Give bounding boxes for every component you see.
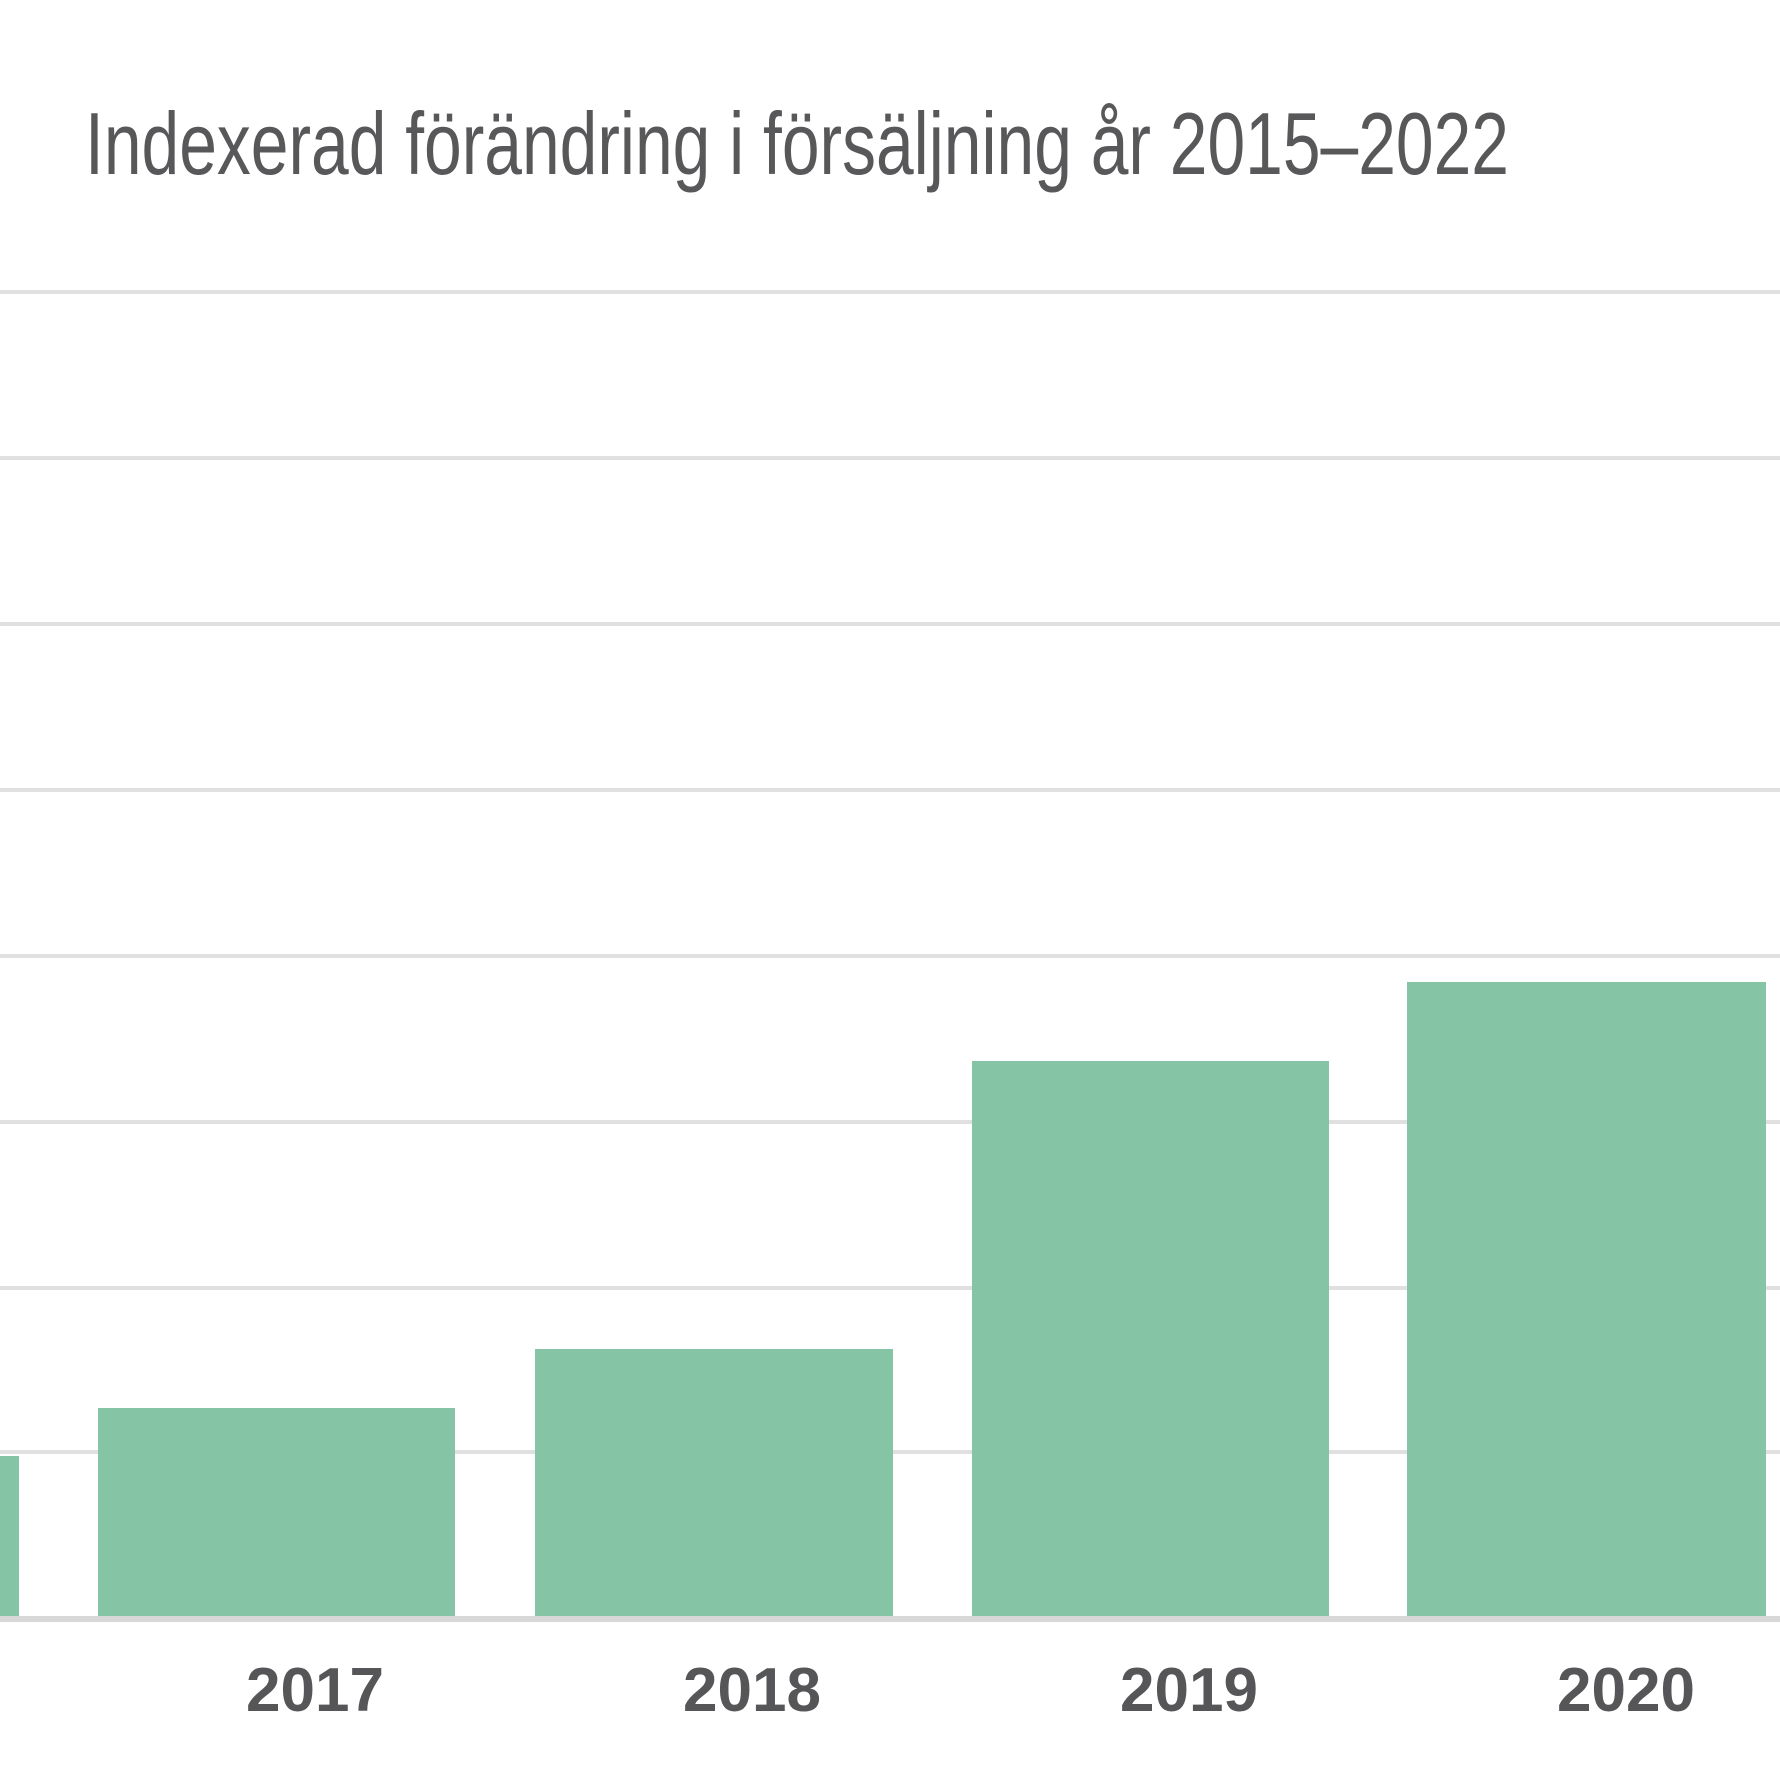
bar-2017 <box>98 1408 455 1618</box>
gridline <box>0 1286 1780 1290</box>
gridline <box>0 456 1780 460</box>
x-tick-label-2017: 2017 <box>246 1656 384 1725</box>
x-tick-label-2018: 2018 <box>683 1656 821 1725</box>
bar-2019 <box>972 1061 1329 1618</box>
gridline <box>0 788 1780 792</box>
bar-2016 <box>0 1456 19 1618</box>
gridline <box>0 1120 1780 1124</box>
bar-2020 <box>1407 982 1766 1618</box>
gridline <box>0 954 1780 958</box>
x-axis-line <box>0 1616 1780 1622</box>
bar-2018 <box>535 1349 893 1618</box>
gridline <box>0 290 1780 294</box>
chart-title: Indexerad förändring i försäljning år 20… <box>85 94 1509 193</box>
gridline <box>0 622 1780 626</box>
x-tick-label-2019: 2019 <box>1120 1656 1258 1725</box>
x-tick-label-2020: 2020 <box>1557 1656 1695 1725</box>
